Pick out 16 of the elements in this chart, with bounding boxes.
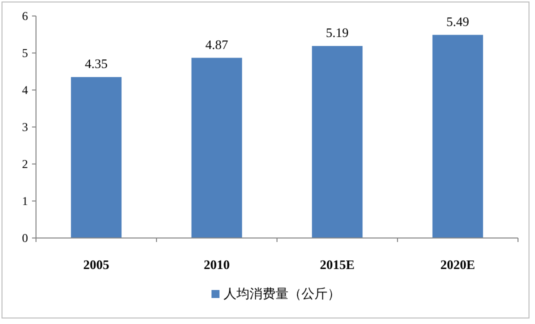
y-tick-label: 6 xyxy=(22,9,28,23)
x-tick-label: 2015E xyxy=(320,257,355,272)
data-label: 5.19 xyxy=(326,24,349,40)
x-tick-label: 2020E xyxy=(440,257,476,272)
data-label: 4.35 xyxy=(84,56,108,72)
x-tick-label: 2005 xyxy=(83,257,110,272)
y-tick-label: 5 xyxy=(22,46,28,60)
y-tick-label: 1 xyxy=(22,194,28,208)
data-label: 5.49 xyxy=(446,14,470,29)
y-tick-label: 0 xyxy=(22,231,28,245)
y-tick-label: 4 xyxy=(22,83,28,97)
data-label: 4.87 xyxy=(205,36,229,52)
y-tick-label: 3 xyxy=(22,120,28,134)
y-tick-label: 2 xyxy=(22,157,28,171)
legend-label: 人均消费量（公斤） xyxy=(224,286,340,301)
x-tick-label: 2010 xyxy=(204,257,230,272)
